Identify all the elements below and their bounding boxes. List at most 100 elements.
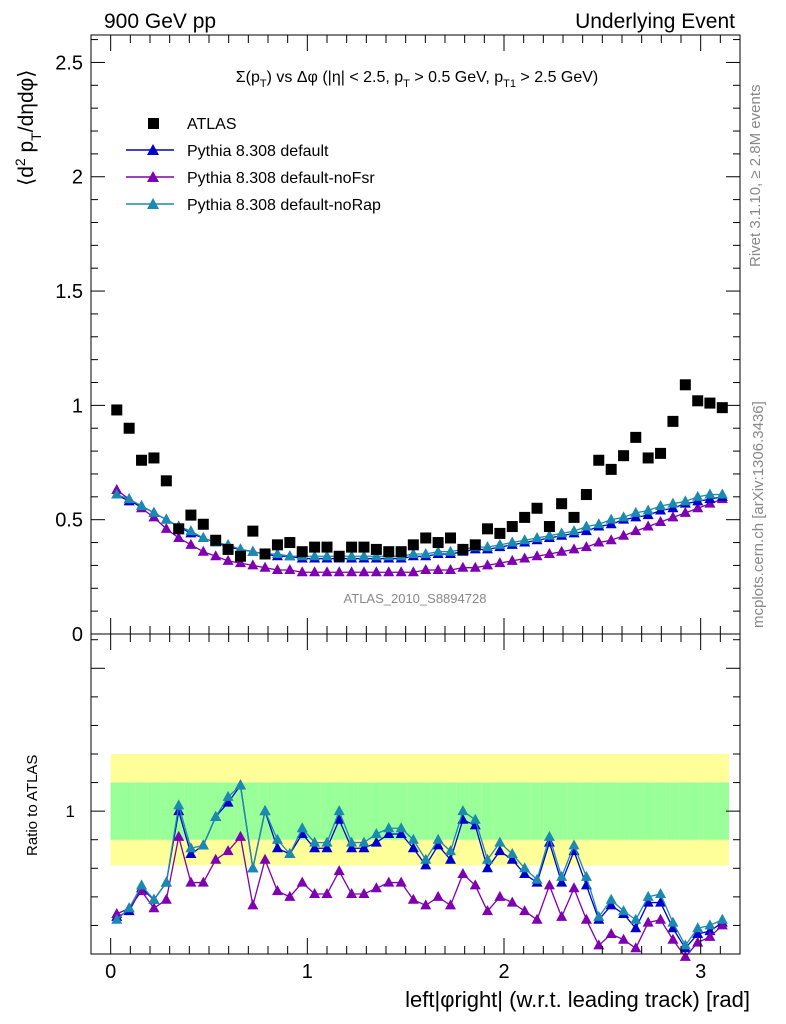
ratio-point: [383, 828, 395, 838]
ratio-point: [716, 919, 728, 930]
ratio-point: [358, 836, 370, 847]
ratio-y-tick-label: 1: [66, 802, 75, 821]
main-point: [630, 525, 642, 536]
inner-band-bin: [592, 782, 606, 840]
main-point: [383, 566, 395, 577]
main-point: [271, 547, 283, 558]
ratio-point: [605, 899, 617, 910]
main-y-tick-label: 1: [72, 395, 83, 417]
atlas-point: [395, 546, 407, 558]
ratio-point: [309, 888, 321, 898]
main-axis-ticks: 0 0.5 1 1.5 2 2.5: [55, 35, 740, 646]
ratio-point: [630, 922, 642, 933]
ratio-point: [210, 810, 222, 821]
main-point: [296, 566, 308, 577]
ratio-point: [692, 928, 704, 938]
ratio-point: [543, 830, 555, 841]
x-tick-label: 3: [695, 961, 706, 983]
ratio-y-label: Ratio to ATLAS: [24, 755, 41, 856]
main-point: [481, 541, 493, 552]
inner-band-bin: [209, 782, 223, 840]
atlas-point: [222, 543, 234, 555]
ratio-point: [160, 893, 172, 904]
atlas-point: [370, 543, 382, 555]
main-point: [309, 566, 321, 577]
ratio-point: [234, 830, 246, 841]
ratio-point: [432, 890, 444, 901]
main-point: [667, 511, 679, 522]
ratio-point: [481, 853, 493, 864]
ratio-point: [173, 830, 185, 841]
ratio-point: [506, 853, 518, 864]
ratio-point: [259, 805, 271, 816]
ratio-point: [481, 905, 493, 916]
ratio-point: [370, 836, 382, 847]
ratio-point: [222, 796, 234, 807]
atlas-point: [692, 395, 704, 407]
inner-band-bin: [703, 782, 717, 840]
main-point: [580, 541, 592, 552]
main-point: [222, 554, 234, 565]
ratio-point: [210, 853, 222, 864]
legend-norap-label: Pythia 8.308 default-noRap: [187, 197, 381, 214]
ratio-point: [346, 836, 358, 847]
inner-band-bin: [246, 782, 260, 840]
atlas-point: [445, 532, 457, 544]
inner-band-bin: [271, 782, 285, 840]
ratio-point: [667, 933, 679, 944]
ratio-point: [173, 799, 185, 810]
inner-band-bin: [394, 782, 408, 840]
main-point: [185, 525, 197, 536]
main-point: [642, 504, 654, 515]
ratio-point: [407, 842, 419, 853]
ratio-point: [346, 842, 358, 853]
main-point: [407, 547, 419, 558]
ratio-point: [148, 902, 160, 913]
main-point: [506, 536, 518, 547]
inner-band-bin: [530, 782, 544, 840]
inner-band-bin: [370, 782, 384, 840]
inner-band-bin: [641, 782, 655, 840]
main-point: [494, 538, 506, 549]
inner-band-bin: [617, 782, 631, 840]
atlas-point: [271, 539, 283, 551]
main-point: [395, 566, 407, 577]
inner-band-bin: [345, 782, 359, 840]
legend-atlas-label: ATLAS: [187, 116, 237, 133]
main-point: [247, 559, 259, 570]
atlas-point: [346, 541, 358, 553]
main-title: Σ(pT) vs Δφ (|η| < 2.5, pT > 0.5 GeV, pT…: [236, 69, 599, 90]
ratio-point: [395, 876, 407, 887]
main-point: [655, 499, 667, 510]
ratio-point: [197, 839, 209, 850]
ratio-point: [692, 922, 704, 933]
atlas-point: [605, 463, 617, 475]
atlas-point: [716, 402, 728, 414]
ratio-point: [432, 833, 444, 844]
legend-nofsr-marker: [147, 171, 159, 182]
mcplots-label: mcplots.cern.ch [arXiv:1306.3436]: [750, 401, 767, 628]
atlas-point: [210, 534, 222, 546]
main-point: [259, 561, 271, 572]
ratio-panel: 1 0 1 2 3: [66, 633, 741, 983]
ratio-point: [481, 862, 493, 873]
ratio-point: [358, 888, 370, 898]
ratio-point: [445, 899, 457, 910]
rivet-label: Rivet 3.1.10, ≥ 2.8M events: [747, 85, 764, 268]
main-panel: 0 0.5 1 1.5 2 2.5: [55, 34, 741, 646]
inner-band-bin: [444, 782, 458, 840]
ratio-frame: [90, 633, 741, 955]
ratio-point: [420, 859, 432, 870]
inner-band-bin: [506, 782, 519, 840]
inner-band-bin: [296, 782, 309, 840]
atlas-point: [580, 489, 592, 501]
inner-band-bin: [234, 782, 248, 840]
ratio-point: [321, 836, 333, 847]
ratio-point: [111, 913, 123, 924]
atlas-point: [420, 532, 432, 544]
inner-band-bin: [679, 782, 693, 840]
ratio-point: [618, 933, 630, 944]
inner-band-bin: [197, 782, 210, 840]
ratio-point: [593, 910, 605, 921]
inner-band-bin: [357, 782, 371, 840]
